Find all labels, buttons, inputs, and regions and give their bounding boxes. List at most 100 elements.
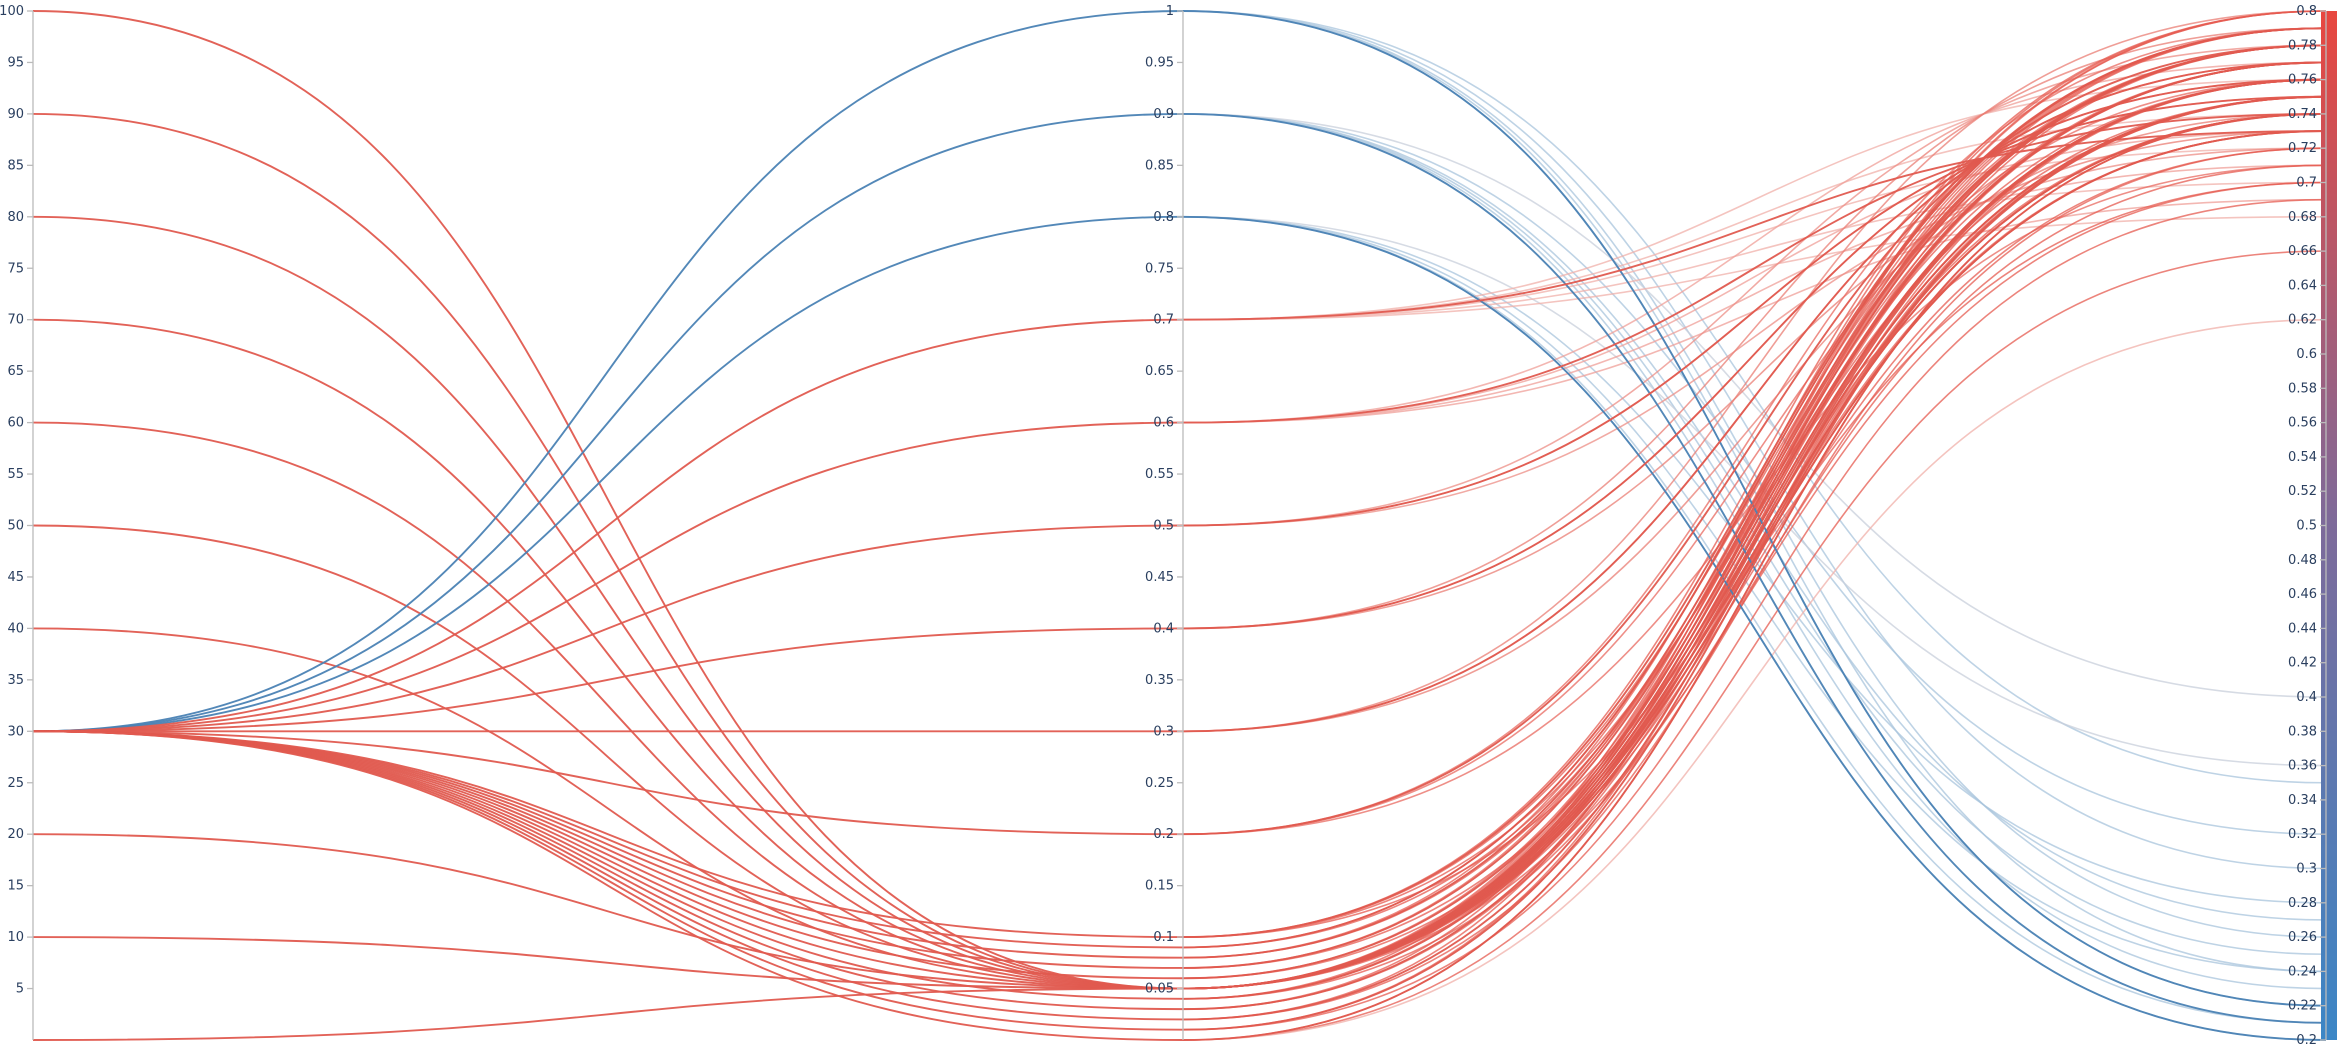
tick-3-12: 0.44 <box>2288 621 2326 636</box>
tick-1-13: 70 <box>7 313 33 328</box>
tick-3-5: 0.3 <box>2296 862 2326 877</box>
tick-3-30: 0.8 <box>2296 4 2326 19</box>
tick-1-5: 30 <box>7 724 33 739</box>
tick-1-8: 45 <box>7 570 33 585</box>
tick-1-16: 85 <box>7 158 33 173</box>
tick-label: 75 <box>7 261 24 276</box>
tick-label: 100 <box>0 4 24 19</box>
tick-label: 0.58 <box>2288 381 2317 396</box>
tick-2-15: 0.8 <box>1153 210 1183 225</box>
data-line-19 <box>32 27 2327 939</box>
tick-label: 1 <box>1166 4 1174 19</box>
tick-label: 0.26 <box>2288 930 2317 945</box>
tick-1-2: 15 <box>7 879 33 894</box>
tick-1-0: 5 <box>16 982 33 997</box>
data-line-13 <box>32 130 2327 733</box>
tick-label: 0.1 <box>1153 930 1174 945</box>
tick-label: 0.34 <box>2288 793 2317 808</box>
data-line-20 <box>32 27 2327 949</box>
tick-label: 30 <box>7 724 24 739</box>
tick-label: 0.64 <box>2288 278 2317 293</box>
faint-line-34 <box>1182 78 2327 835</box>
faint-line-58 <box>1182 61 2327 1000</box>
tick-3-26: 0.72 <box>2288 141 2326 156</box>
tick-label: 0.05 <box>1145 982 1174 997</box>
tick-label: 0.5 <box>2296 519 2317 534</box>
tick-2-16: 0.85 <box>1145 158 1183 173</box>
tick-label: 65 <box>7 364 24 379</box>
tick-3-13: 0.46 <box>2288 587 2326 602</box>
tick-3-27: 0.74 <box>2288 107 2326 122</box>
tick-3-15: 0.5 <box>2296 519 2326 534</box>
tick-2-17: 0.9 <box>1153 107 1183 122</box>
faint-line-37 <box>1182 44 2327 938</box>
tick-label: 0.7 <box>1153 313 1174 328</box>
tick-label: 60 <box>7 416 24 431</box>
tick-2-4: 0.25 <box>1145 776 1183 791</box>
tick-3-14: 0.48 <box>2288 553 2326 568</box>
tick-1-12: 65 <box>7 364 33 379</box>
tick-label: 0.54 <box>2288 450 2317 465</box>
tick-3-10: 0.4 <box>2296 690 2326 705</box>
tick-label: 0.55 <box>1145 467 1174 482</box>
tick-2-13: 0.7 <box>1153 313 1183 328</box>
tick-3-21: 0.62 <box>2288 313 2326 328</box>
tick-3-19: 0.58 <box>2288 381 2326 396</box>
tick-3-23: 0.66 <box>2288 244 2326 259</box>
tick-1-7: 40 <box>7 621 33 636</box>
tick-label: 0.56 <box>2288 416 2317 431</box>
data-line-21 <box>32 44 2327 959</box>
tick-3-11: 0.42 <box>2288 656 2326 671</box>
tick-2-5: 0.3 <box>1153 724 1183 739</box>
tick-1-14: 75 <box>7 261 33 276</box>
tick-1-11: 60 <box>7 416 33 431</box>
tick-1-10: 55 <box>7 467 33 482</box>
tick-label: 0.62 <box>2288 313 2317 328</box>
data-line-6 <box>32 112 2327 990</box>
tick-3-28: 0.76 <box>2288 73 2326 88</box>
tick-2-0: 0.05 <box>1145 982 1183 997</box>
data-line-8 <box>32 130 2327 990</box>
faint-line-29 <box>1182 130 2327 630</box>
tick-label: 0.8 <box>1153 210 1174 225</box>
tick-1-9: 50 <box>7 519 33 534</box>
tick-label: 35 <box>7 673 24 688</box>
faint-line-20 <box>1182 61 2327 424</box>
faint-line-13 <box>1182 216 2327 1024</box>
tick-3-2: 0.24 <box>2288 964 2326 979</box>
data-line-17 <box>33 61 2327 733</box>
tick-2-8: 0.45 <box>1145 570 1183 585</box>
data-line-15 <box>32 95 2327 733</box>
axis-1: 5 10 15 20 25 30 35 40 45 50 55 60 65 70 75 80 85 90 95 100 <box>0 4 34 1040</box>
tick-label: 0.36 <box>2288 759 2317 774</box>
tick-label: 0.42 <box>2288 656 2317 671</box>
data-line-22 <box>32 44 2327 969</box>
tick-label: 0.28 <box>2288 896 2317 911</box>
data-line-23 <box>32 61 2327 980</box>
tick-label: 0.5 <box>1153 519 1174 534</box>
tick-label: 25 <box>7 776 24 791</box>
tick-2-10: 0.55 <box>1145 467 1183 482</box>
data-line-12 <box>32 215 2327 1041</box>
axes-layer: 5 10 15 20 25 30 35 40 45 50 55 60 65 70 75 80 85 90 95 100… <box>0 4 2337 1048</box>
tick-label: 95 <box>7 55 24 70</box>
tick-3-24: 0.68 <box>2288 210 2326 225</box>
faint-line-30 <box>1182 10 2327 733</box>
tick-3-16: 0.52 <box>2288 484 2326 499</box>
tick-label: 0.45 <box>1145 570 1174 585</box>
data-line-25 <box>32 78 2327 1000</box>
faint-line-27 <box>1182 27 2327 630</box>
tick-3-1: 0.22 <box>2288 999 2326 1014</box>
tick-label: 0.74 <box>2288 107 2317 122</box>
tick-label: 0.25 <box>1145 776 1174 791</box>
faint-line-17 <box>1182 181 2327 321</box>
tick-2-11: 0.6 <box>1153 416 1183 431</box>
tick-3-22: 0.64 <box>2288 278 2326 293</box>
tick-3-7: 0.34 <box>2288 793 2326 808</box>
faint-line-21 <box>1182 130 2327 424</box>
tick-1-4: 25 <box>7 776 33 791</box>
data-line-26 <box>32 78 2327 1011</box>
tick-label: 0.66 <box>2288 244 2317 259</box>
faint-line-16 <box>1182 147 2327 321</box>
tick-label: 0.65 <box>1145 364 1174 379</box>
